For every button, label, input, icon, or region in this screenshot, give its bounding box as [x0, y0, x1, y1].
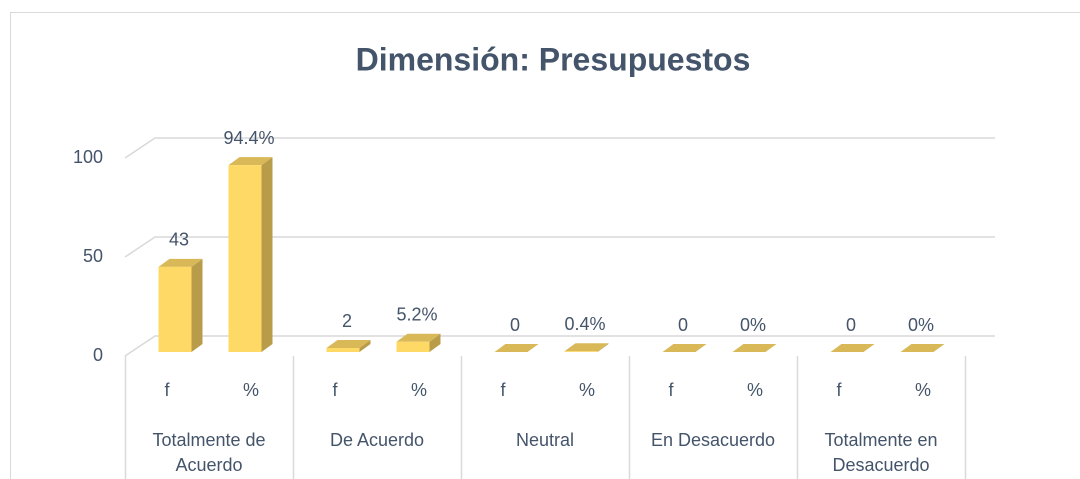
group-label: Neutral: [515, 430, 575, 450]
x-tick-label: f: [164, 380, 170, 400]
data-label: 0: [846, 315, 856, 335]
x-tick-label: %: [411, 380, 427, 400]
bar: [900, 344, 945, 352]
bar-front: [564, 351, 598, 352]
bar: [396, 333, 441, 352]
bar-front: [228, 165, 262, 352]
data-label: 0: [678, 315, 688, 335]
bar: [830, 344, 875, 352]
bar-front: [396, 341, 430, 352]
bar-side: [191, 258, 203, 352]
y-tick-label: 0: [93, 345, 103, 365]
bar-side: [597, 343, 609, 352]
y-tick-label: 100: [73, 147, 103, 167]
bar: [494, 344, 539, 352]
group-label: Totalmente de Acuerdo: [152, 430, 266, 475]
x-tick-label: f: [668, 380, 674, 400]
data-label: 0.4%: [564, 314, 605, 334]
x-tick-label: f: [836, 380, 842, 400]
bar-top: [158, 258, 203, 267]
data-label: 43: [169, 230, 189, 250]
bar-top: [830, 344, 875, 352]
bar: [732, 344, 777, 352]
bar-top: [228, 157, 273, 166]
group-label: En Desacuerdo: [650, 430, 776, 450]
bar-front: [158, 266, 192, 352]
bar: [158, 258, 203, 352]
bar-top: [494, 344, 539, 352]
data-label: 0: [510, 315, 520, 335]
bar: [228, 157, 273, 352]
bar-top: [326, 340, 371, 349]
chart-title: Dimensión: Presupuestos: [356, 41, 751, 77]
bar-side: [261, 157, 273, 352]
x-tick-label: %: [243, 380, 259, 400]
data-label: 5.2%: [396, 304, 437, 324]
bar-side: [359, 340, 371, 352]
x-tick-label: f: [332, 380, 338, 400]
bar-top: [662, 344, 707, 352]
group-label: De Acuerdo: [329, 430, 425, 450]
grid-line: [124, 137, 995, 159]
bar-top: [732, 344, 777, 352]
bar-top: [564, 343, 609, 352]
bar-top: [396, 333, 441, 342]
chart-border: [10, 12, 1080, 479]
y-tick-label: 50: [83, 246, 103, 266]
data-label: 0%: [740, 315, 766, 335]
x-tick-label: %: [915, 380, 931, 400]
x-tick-label: f: [500, 380, 506, 400]
grid-line: [124, 335, 995, 357]
data-label: 2: [342, 311, 352, 331]
bar: [564, 343, 609, 352]
grid-line: [124, 236, 995, 258]
x-tick-label: %: [579, 380, 595, 400]
data-label: 94.4%: [223, 128, 274, 148]
group-label: Totalmente en Desacuerdo: [824, 430, 938, 475]
bar-front: [326, 348, 360, 352]
data-label: 0%: [908, 315, 934, 335]
bar: [326, 340, 371, 352]
bar-side: [429, 333, 441, 352]
bar: [662, 344, 707, 352]
x-tick-label: %: [747, 380, 763, 400]
bar-top: [900, 344, 945, 352]
